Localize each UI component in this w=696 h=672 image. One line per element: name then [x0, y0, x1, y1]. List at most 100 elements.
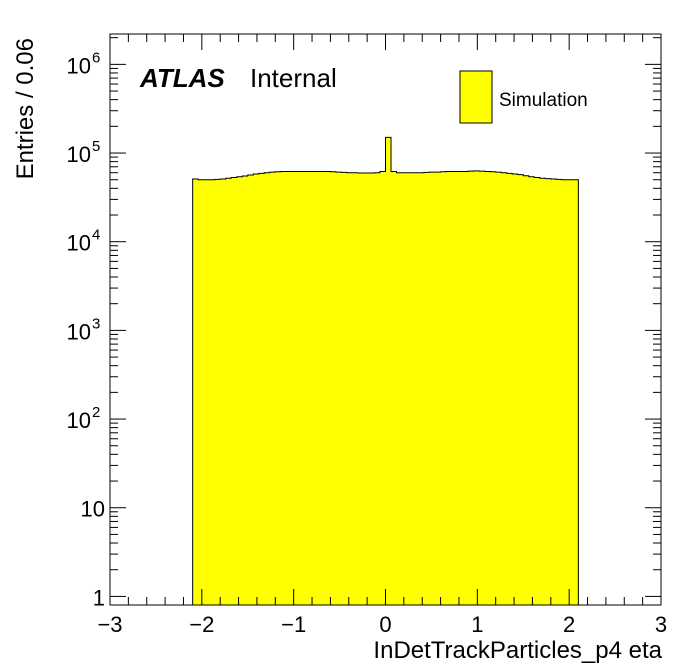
y-tick-label-exponent: 5 — [92, 138, 100, 155]
histogram-bar — [479, 171, 486, 605]
histogram-bar — [539, 178, 546, 605]
histogram-bar — [357, 173, 365, 605]
y-tick-label-exponent: 2 — [92, 404, 100, 421]
legend-label-simulation: Simulation — [499, 90, 588, 111]
histogram-bar — [457, 171, 464, 605]
histogram-bar — [501, 172, 508, 605]
histogram-bar — [275, 171, 282, 605]
internal-label: Internal — [250, 63, 337, 93]
histogram-bar — [242, 176, 249, 605]
histogram-bar — [468, 171, 475, 605]
histogram-bar — [319, 171, 326, 605]
histogram-bar — [280, 171, 287, 605]
legend-swatch — [459, 70, 493, 124]
histogram-bar — [335, 172, 343, 606]
x-tick-label: −2 — [189, 612, 214, 637]
histogram-bar — [330, 171, 337, 605]
histogram-bar — [490, 171, 497, 605]
histogram-outline-group — [192, 136, 579, 605]
histogram-bar — [424, 172, 431, 606]
atlas-label: ATLAS — [139, 63, 225, 93]
histogram-bar — [567, 179, 574, 605]
histogram-bar — [418, 172, 425, 605]
x-tick-label: 2 — [563, 612, 575, 637]
histogram-bar — [214, 179, 221, 606]
y-tick-label: 10 — [67, 142, 91, 167]
histogram-bar — [572, 179, 579, 605]
histogram-bar — [413, 172, 420, 605]
histogram-bar — [550, 178, 557, 605]
histogram-bar — [346, 172, 354, 605]
histogram-bar — [363, 173, 370, 605]
histogram-bar — [308, 171, 315, 605]
histogram-bar — [352, 172, 359, 605]
histogram-bar — [374, 172, 381, 605]
histogram-bar — [220, 178, 227, 605]
y-axis-ticks — [110, 37, 661, 597]
y-tick-label-exponent: 6 — [92, 49, 100, 66]
x-tick-label: −3 — [97, 612, 122, 637]
x-tick-labels: −3 −2 −1 0 1 2 3 — [97, 612, 667, 637]
histogram-bar — [313, 171, 320, 605]
histogram-bar — [341, 172, 348, 606]
histogram-bar — [253, 174, 260, 605]
histogram-bar — [506, 173, 513, 605]
y-axis-label: Entries / 0.06 — [12, 38, 39, 179]
x-axis-label: InDetTrackParticles_p4 eta — [373, 637, 662, 664]
y-tick-label: 10 — [67, 319, 91, 344]
histogram-bar — [247, 175, 254, 605]
y-tick-label: 1 — [93, 585, 105, 610]
x-tick-label: 3 — [655, 612, 667, 637]
histogram-bar — [368, 173, 376, 605]
y-tick-label: 10 — [67, 53, 91, 78]
histogram-bar — [269, 172, 276, 606]
histogram-bar — [534, 177, 541, 606]
histogram-bar — [225, 178, 232, 605]
histogram-bar — [435, 172, 442, 606]
histogram-bar — [231, 177, 238, 606]
histogram-bar — [198, 179, 205, 605]
histogram-bar — [451, 171, 458, 605]
y-tick-label: 10 — [67, 231, 91, 256]
histogram-bar — [462, 171, 469, 605]
x-axis-ticks — [109, 34, 662, 605]
histogram-bar — [495, 172, 502, 606]
x-tick-label: 1 — [471, 612, 483, 637]
histogram-bar — [385, 137, 392, 605]
histogram-bar — [264, 172, 271, 605]
histogram-bar — [391, 171, 398, 605]
histogram-bar — [291, 171, 298, 605]
histogram-outline — [192, 136, 579, 605]
histogram-bar — [556, 179, 563, 606]
x-tick-label: −1 — [281, 612, 306, 637]
histogram-bar — [484, 171, 491, 605]
histogram-bar — [407, 172, 414, 605]
y-tick-label-exponent: 3 — [92, 315, 100, 332]
y-tick-label: 10 — [81, 497, 105, 522]
histogram-bar — [528, 176, 535, 605]
histogram-bar — [324, 171, 331, 605]
histogram-bar — [402, 172, 409, 605]
histogram-bar — [440, 171, 447, 605]
histogram-bar — [379, 171, 387, 605]
histogram-bar — [297, 171, 304, 605]
histogram-bars — [192, 137, 579, 606]
histogram-bar — [203, 179, 210, 605]
histogram-bar — [209, 179, 216, 605]
histogram-bar — [512, 174, 519, 605]
histogram-bar — [396, 172, 403, 605]
histogram-bar — [286, 171, 293, 605]
y-tick-label: 10 — [67, 408, 91, 433]
histogram-bar — [523, 175, 530, 605]
y-tick-label-exponent: 4 — [92, 227, 100, 244]
x-tick-label: 0 — [379, 612, 391, 637]
histogram-bar — [192, 178, 199, 605]
histogram-bar — [561, 179, 568, 605]
histogram-bar — [517, 174, 524, 606]
histogram-bar — [258, 173, 265, 605]
histogram-bar — [545, 178, 552, 606]
histogram-bar — [429, 172, 436, 606]
histogram-bar — [236, 176, 243, 605]
